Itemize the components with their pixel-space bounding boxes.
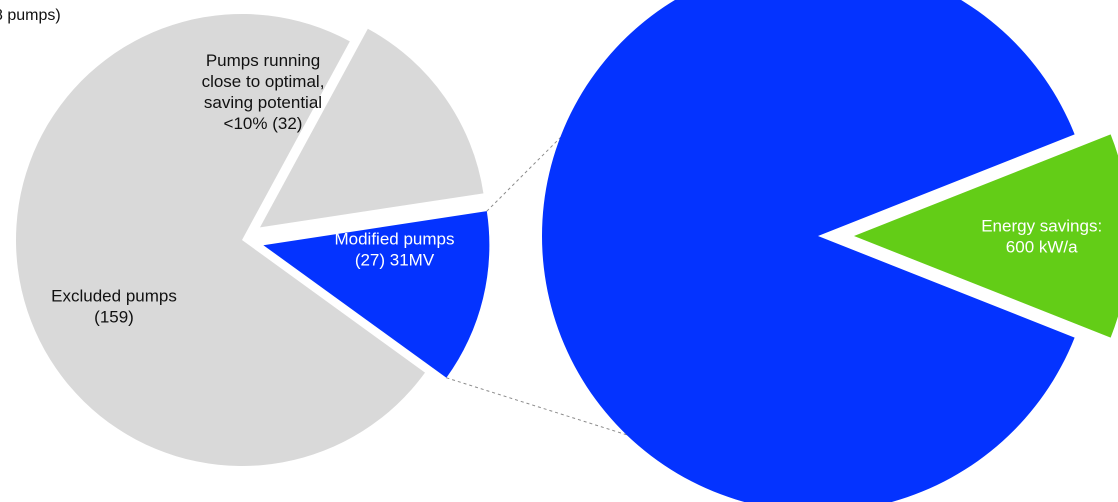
chart-title-fragment: 8 pumps) — [0, 7, 61, 24]
slice-label-excluded: Excluded pumps (159) — [51, 287, 177, 327]
pie-slice-excluded — [16, 14, 426, 467]
pie-slice-close-to-optimal — [260, 28, 484, 228]
slice-label-close-to-optimal: Pumps running close to optimal, saving pot… — [202, 51, 325, 133]
pie-slice-remaining — [542, 0, 1075, 502]
energy-pie: Energy savings: 600 kW/a — [542, 0, 1118, 502]
slice-label-modified: Modified pumps (27) 31MV — [334, 230, 454, 270]
slice-label-energy-savings: Energy savings: 600 kW/a — [981, 217, 1102, 257]
pie-slice-modified — [263, 211, 490, 378]
connector-line-bottom — [446, 377, 701, 459]
pumps-pie: Pumps running close to optimal, saving pot… — [16, 14, 490, 467]
pie-slice-energy-savings — [854, 134, 1118, 338]
